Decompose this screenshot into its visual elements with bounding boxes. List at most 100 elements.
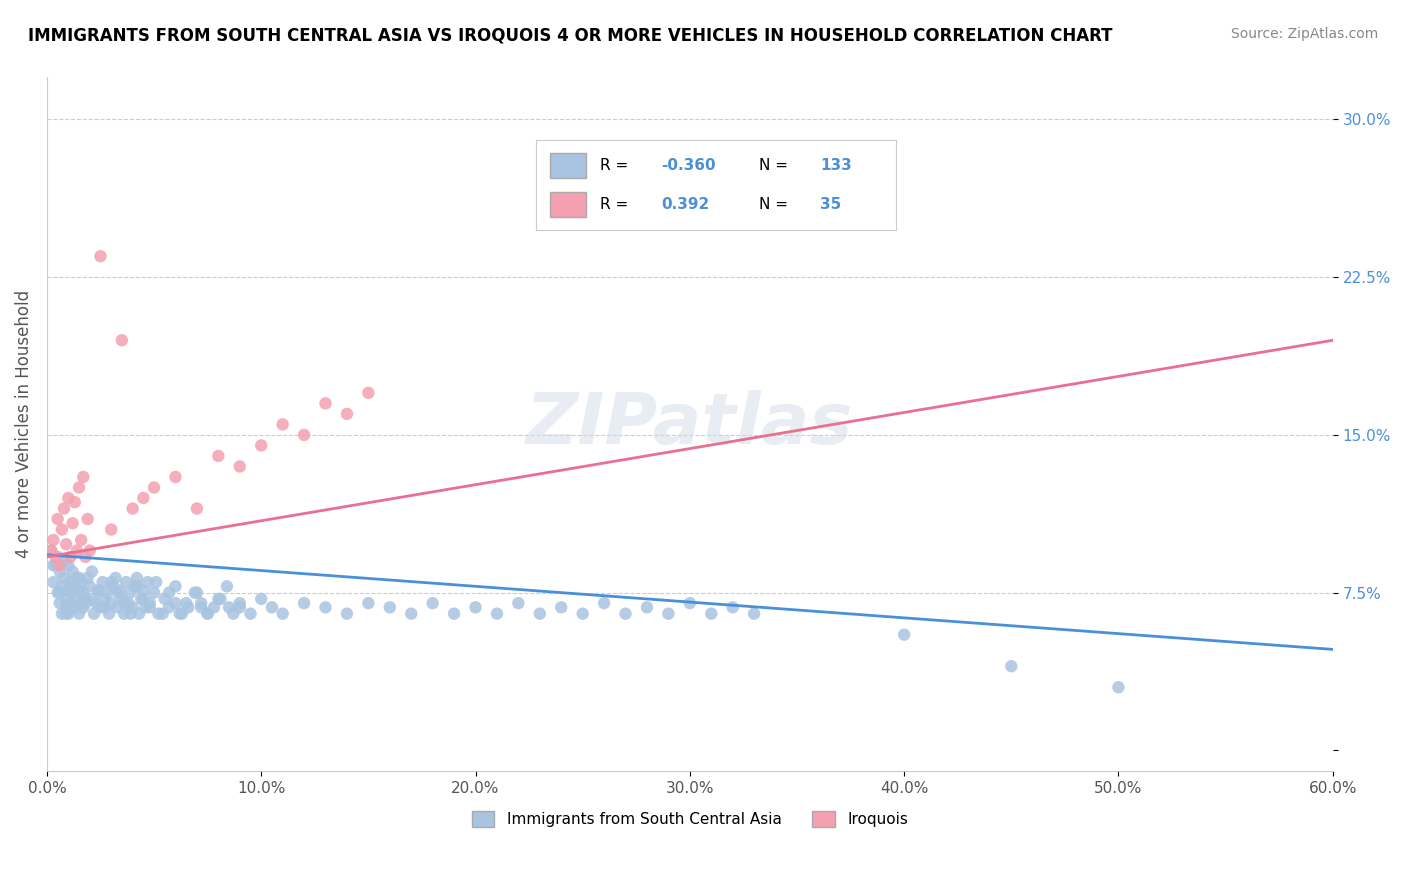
Point [186, 501, 208, 516]
Point [55, 537, 77, 551]
Point [271, 417, 294, 432]
Point [148, 607, 170, 621]
Point [721, 600, 744, 615]
Point [100, 596, 122, 610]
Point [67, 583, 90, 598]
Point [165, 470, 187, 484]
Point [80, 565, 103, 579]
Point [111, 333, 134, 347]
Point [66, 571, 89, 585]
Point [98, 607, 121, 621]
Point [53, 501, 76, 516]
Point [1107, 680, 1129, 694]
Point [529, 607, 551, 621]
Point [260, 600, 283, 615]
Point [700, 607, 723, 621]
Point [39, 543, 62, 558]
Point [422, 596, 444, 610]
Point [75, 591, 97, 606]
Point [132, 491, 155, 505]
Point [42, 575, 65, 590]
Point [174, 596, 197, 610]
Point [120, 607, 142, 621]
Point [87, 583, 110, 598]
Point [153, 591, 176, 606]
Point [72, 470, 94, 484]
Point [112, 607, 135, 621]
Point [79, 579, 101, 593]
Text: IMMIGRANTS FROM SOUTH CENTRAL ASIA VS IROQUOIS 4 OR MORE VEHICLES IN HOUSEHOLD C: IMMIGRANTS FROM SOUTH CENTRAL ASIA VS IR… [28, 27, 1112, 45]
Point [107, 585, 129, 599]
Point [63, 579, 86, 593]
Point [250, 438, 273, 452]
Point [70, 575, 93, 590]
Text: ZIPatlas: ZIPatlas [526, 390, 853, 458]
Point [46, 512, 69, 526]
Point [139, 596, 162, 610]
Point [121, 600, 143, 615]
Point [76, 571, 98, 585]
Point [67, 481, 90, 495]
Point [44, 549, 66, 564]
Point [58, 607, 80, 621]
Point [215, 579, 238, 593]
Point [202, 600, 225, 615]
Point [80, 591, 103, 606]
Point [44, 558, 66, 573]
Point [657, 607, 679, 621]
Point [83, 607, 105, 621]
Point [184, 585, 207, 599]
Point [117, 596, 139, 610]
Point [55, 600, 77, 615]
Point [292, 428, 315, 442]
Point [70, 533, 93, 547]
Point [63, 495, 86, 509]
Point [72, 585, 94, 599]
Point [59, 549, 82, 564]
Point [336, 607, 359, 621]
Point [250, 591, 273, 606]
Point [111, 591, 134, 606]
Point [120, 585, 142, 599]
Point [70, 596, 93, 610]
Point [62, 565, 84, 579]
Point [197, 607, 219, 621]
Point [89, 249, 111, 263]
Point [84, 596, 107, 610]
Point [132, 583, 155, 598]
Point [51, 579, 73, 593]
Point [63, 600, 86, 615]
Point [315, 600, 337, 615]
Point [94, 591, 117, 606]
Point [134, 600, 156, 615]
Point [72, 600, 94, 615]
Point [571, 607, 593, 621]
Point [357, 385, 380, 400]
Point [593, 596, 616, 610]
Point [636, 600, 658, 615]
Point [66, 543, 89, 558]
Point [48, 596, 70, 610]
Point [53, 554, 76, 568]
Point [59, 596, 82, 610]
Point [125, 579, 148, 593]
Point [742, 607, 765, 621]
Point [46, 585, 69, 599]
Point [48, 585, 70, 599]
Point [229, 600, 252, 615]
Point [125, 571, 148, 585]
Point [508, 596, 530, 610]
Point [229, 596, 252, 610]
Point [165, 596, 187, 610]
Point [893, 628, 915, 642]
Point [399, 607, 422, 621]
Point [129, 591, 152, 606]
Point [58, 558, 80, 573]
Point [124, 579, 146, 593]
Point [107, 600, 129, 615]
Point [209, 591, 232, 606]
Point [143, 481, 166, 495]
Point [190, 600, 212, 615]
Point [75, 549, 97, 564]
Point [76, 512, 98, 526]
